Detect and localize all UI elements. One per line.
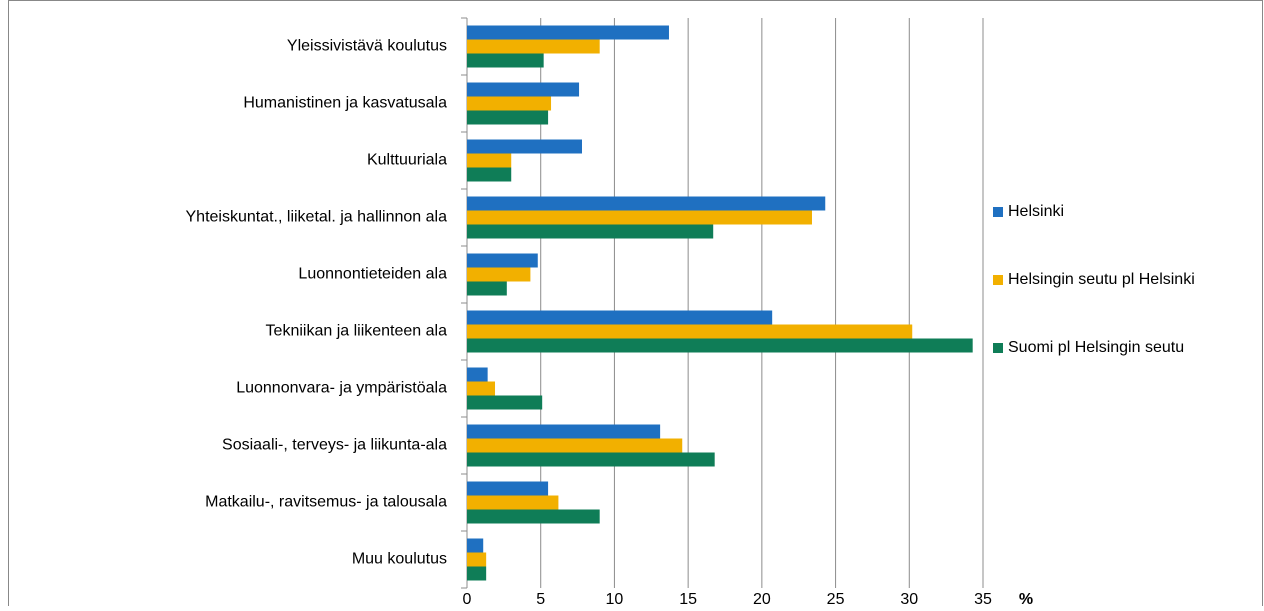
y-tick-label: Tekniikan ja liikenteen ala bbox=[266, 323, 448, 340]
x-tick-label: 15 bbox=[679, 591, 697, 606]
bar bbox=[467, 424, 661, 439]
y-tick-label: Yhteiskuntat., liiketal. ja hallinnon al… bbox=[186, 209, 448, 226]
bar bbox=[467, 110, 549, 125]
y-tick-label: Luonnontieteiden ala bbox=[298, 266, 447, 283]
bar bbox=[467, 139, 582, 154]
bar bbox=[467, 338, 973, 353]
y-tick-label: Kulttuuriala bbox=[367, 152, 447, 169]
x-tick-label: 30 bbox=[900, 591, 918, 606]
bar bbox=[467, 381, 496, 396]
y-tick-label: Yleissivistävä koulutus bbox=[287, 38, 447, 55]
legend-swatch bbox=[993, 207, 1003, 217]
bar bbox=[467, 39, 600, 54]
bar bbox=[467, 25, 669, 40]
y-tick-label: Humanistinen ja kasvatusala bbox=[243, 95, 447, 112]
bar bbox=[467, 438, 683, 453]
y-tick-label: Matkailu-, ravitsemus- ja talousala bbox=[205, 494, 447, 511]
x-tick-label: 25 bbox=[827, 591, 845, 606]
bar bbox=[467, 552, 487, 567]
y-tick-label: Muu koulutus bbox=[352, 551, 447, 568]
bar bbox=[467, 267, 531, 282]
bar bbox=[467, 310, 773, 325]
y-tick-label: Sosiaali-, terveys- ja liikunta-ala bbox=[222, 437, 447, 454]
y-tick-label: Luonnonvara- ja ympäristöala bbox=[236, 380, 447, 397]
bar bbox=[467, 196, 826, 211]
bar bbox=[467, 53, 544, 68]
legend-label: Helsingin seutu pl Helsinki bbox=[1008, 271, 1195, 288]
legend-swatch bbox=[993, 343, 1003, 353]
bar bbox=[467, 509, 600, 524]
bar bbox=[467, 167, 512, 182]
legend-label: Helsinki bbox=[1008, 203, 1064, 220]
bar bbox=[467, 224, 714, 239]
bar bbox=[467, 452, 715, 467]
legend-label: Suomi pl Helsingin seutu bbox=[1008, 339, 1184, 356]
bar bbox=[467, 82, 580, 97]
bar bbox=[467, 538, 484, 553]
bar bbox=[467, 481, 549, 496]
x-tick-label: 10 bbox=[606, 591, 624, 606]
bar bbox=[467, 210, 812, 225]
x-tick-label: 0 bbox=[463, 591, 472, 606]
x-axis-label: % bbox=[1019, 591, 1033, 606]
chart-frame bbox=[8, 0, 1263, 611]
x-tick-label: 20 bbox=[753, 591, 771, 606]
bar bbox=[467, 253, 538, 268]
bar bbox=[467, 281, 507, 296]
bar bbox=[467, 96, 552, 111]
x-tick-label: 5 bbox=[536, 591, 545, 606]
x-tick-label: 35 bbox=[974, 591, 992, 606]
bar bbox=[467, 495, 559, 510]
bar bbox=[467, 367, 488, 382]
bar bbox=[467, 566, 487, 581]
bar bbox=[467, 395, 543, 410]
legend-swatch bbox=[993, 275, 1003, 285]
bar bbox=[467, 324, 913, 339]
bar bbox=[467, 153, 512, 168]
